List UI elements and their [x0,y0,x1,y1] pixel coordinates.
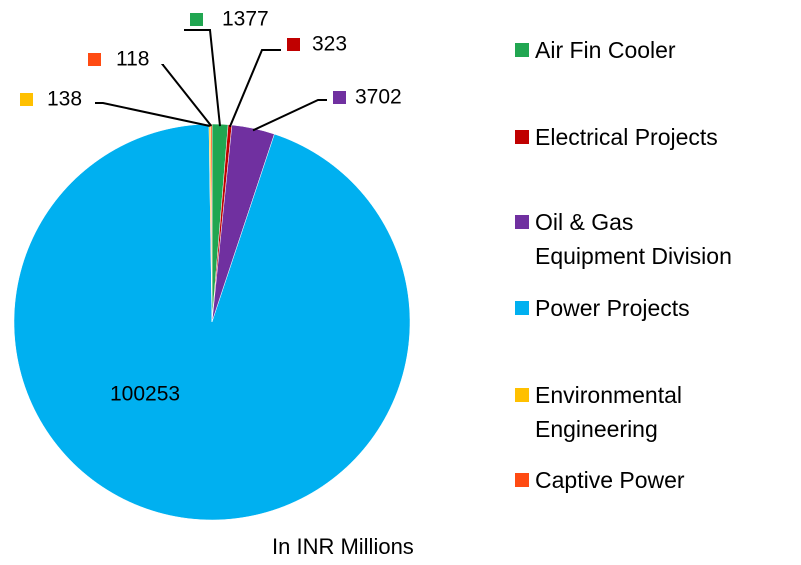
legend-label: Electrical Projects [535,124,718,150]
leader-line [228,49,281,128]
leader-line [184,29,221,127]
legend-item: Environmental Engineering [515,378,682,446]
label-swatch [287,38,300,51]
pie-slice [13,123,411,521]
label-swatch [20,93,33,106]
legend-item: Air Fin Cooler [515,33,676,67]
data-label: 100253 [110,383,180,406]
label-swatch [333,91,346,104]
legend-label: Air Fin Cooler [535,37,676,63]
legend-swatch [515,473,529,487]
legend-swatch [515,301,529,315]
data-label: 118 [116,48,149,71]
label-swatch [88,53,101,66]
legend-swatch [515,43,529,57]
legend-item: Power Projects [515,291,690,325]
leader-line [160,64,213,127]
legend-item: Captive Power [515,463,685,497]
data-label: 1377 [222,8,269,31]
leader-line [95,102,211,127]
leader-line [252,99,327,132]
legend-label: Power Projects [535,295,690,321]
legend-label: Environmental Engineering [535,382,683,442]
label-swatch [190,13,203,26]
data-label: 3702 [355,86,402,109]
data-label: 138 [47,88,82,111]
legend-item: Oil & Gas Equipment Division [515,205,732,273]
data-label: 323 [312,33,347,56]
legend-swatch [515,388,529,402]
legend-label: Oil & Gas Equipment Division [535,209,732,269]
legend-label: Captive Power [535,467,685,493]
caption: In INR Millions [272,534,414,559]
legend-swatch [515,130,529,144]
legend-item: Electrical Projects [515,120,718,154]
legend-swatch [515,215,529,229]
